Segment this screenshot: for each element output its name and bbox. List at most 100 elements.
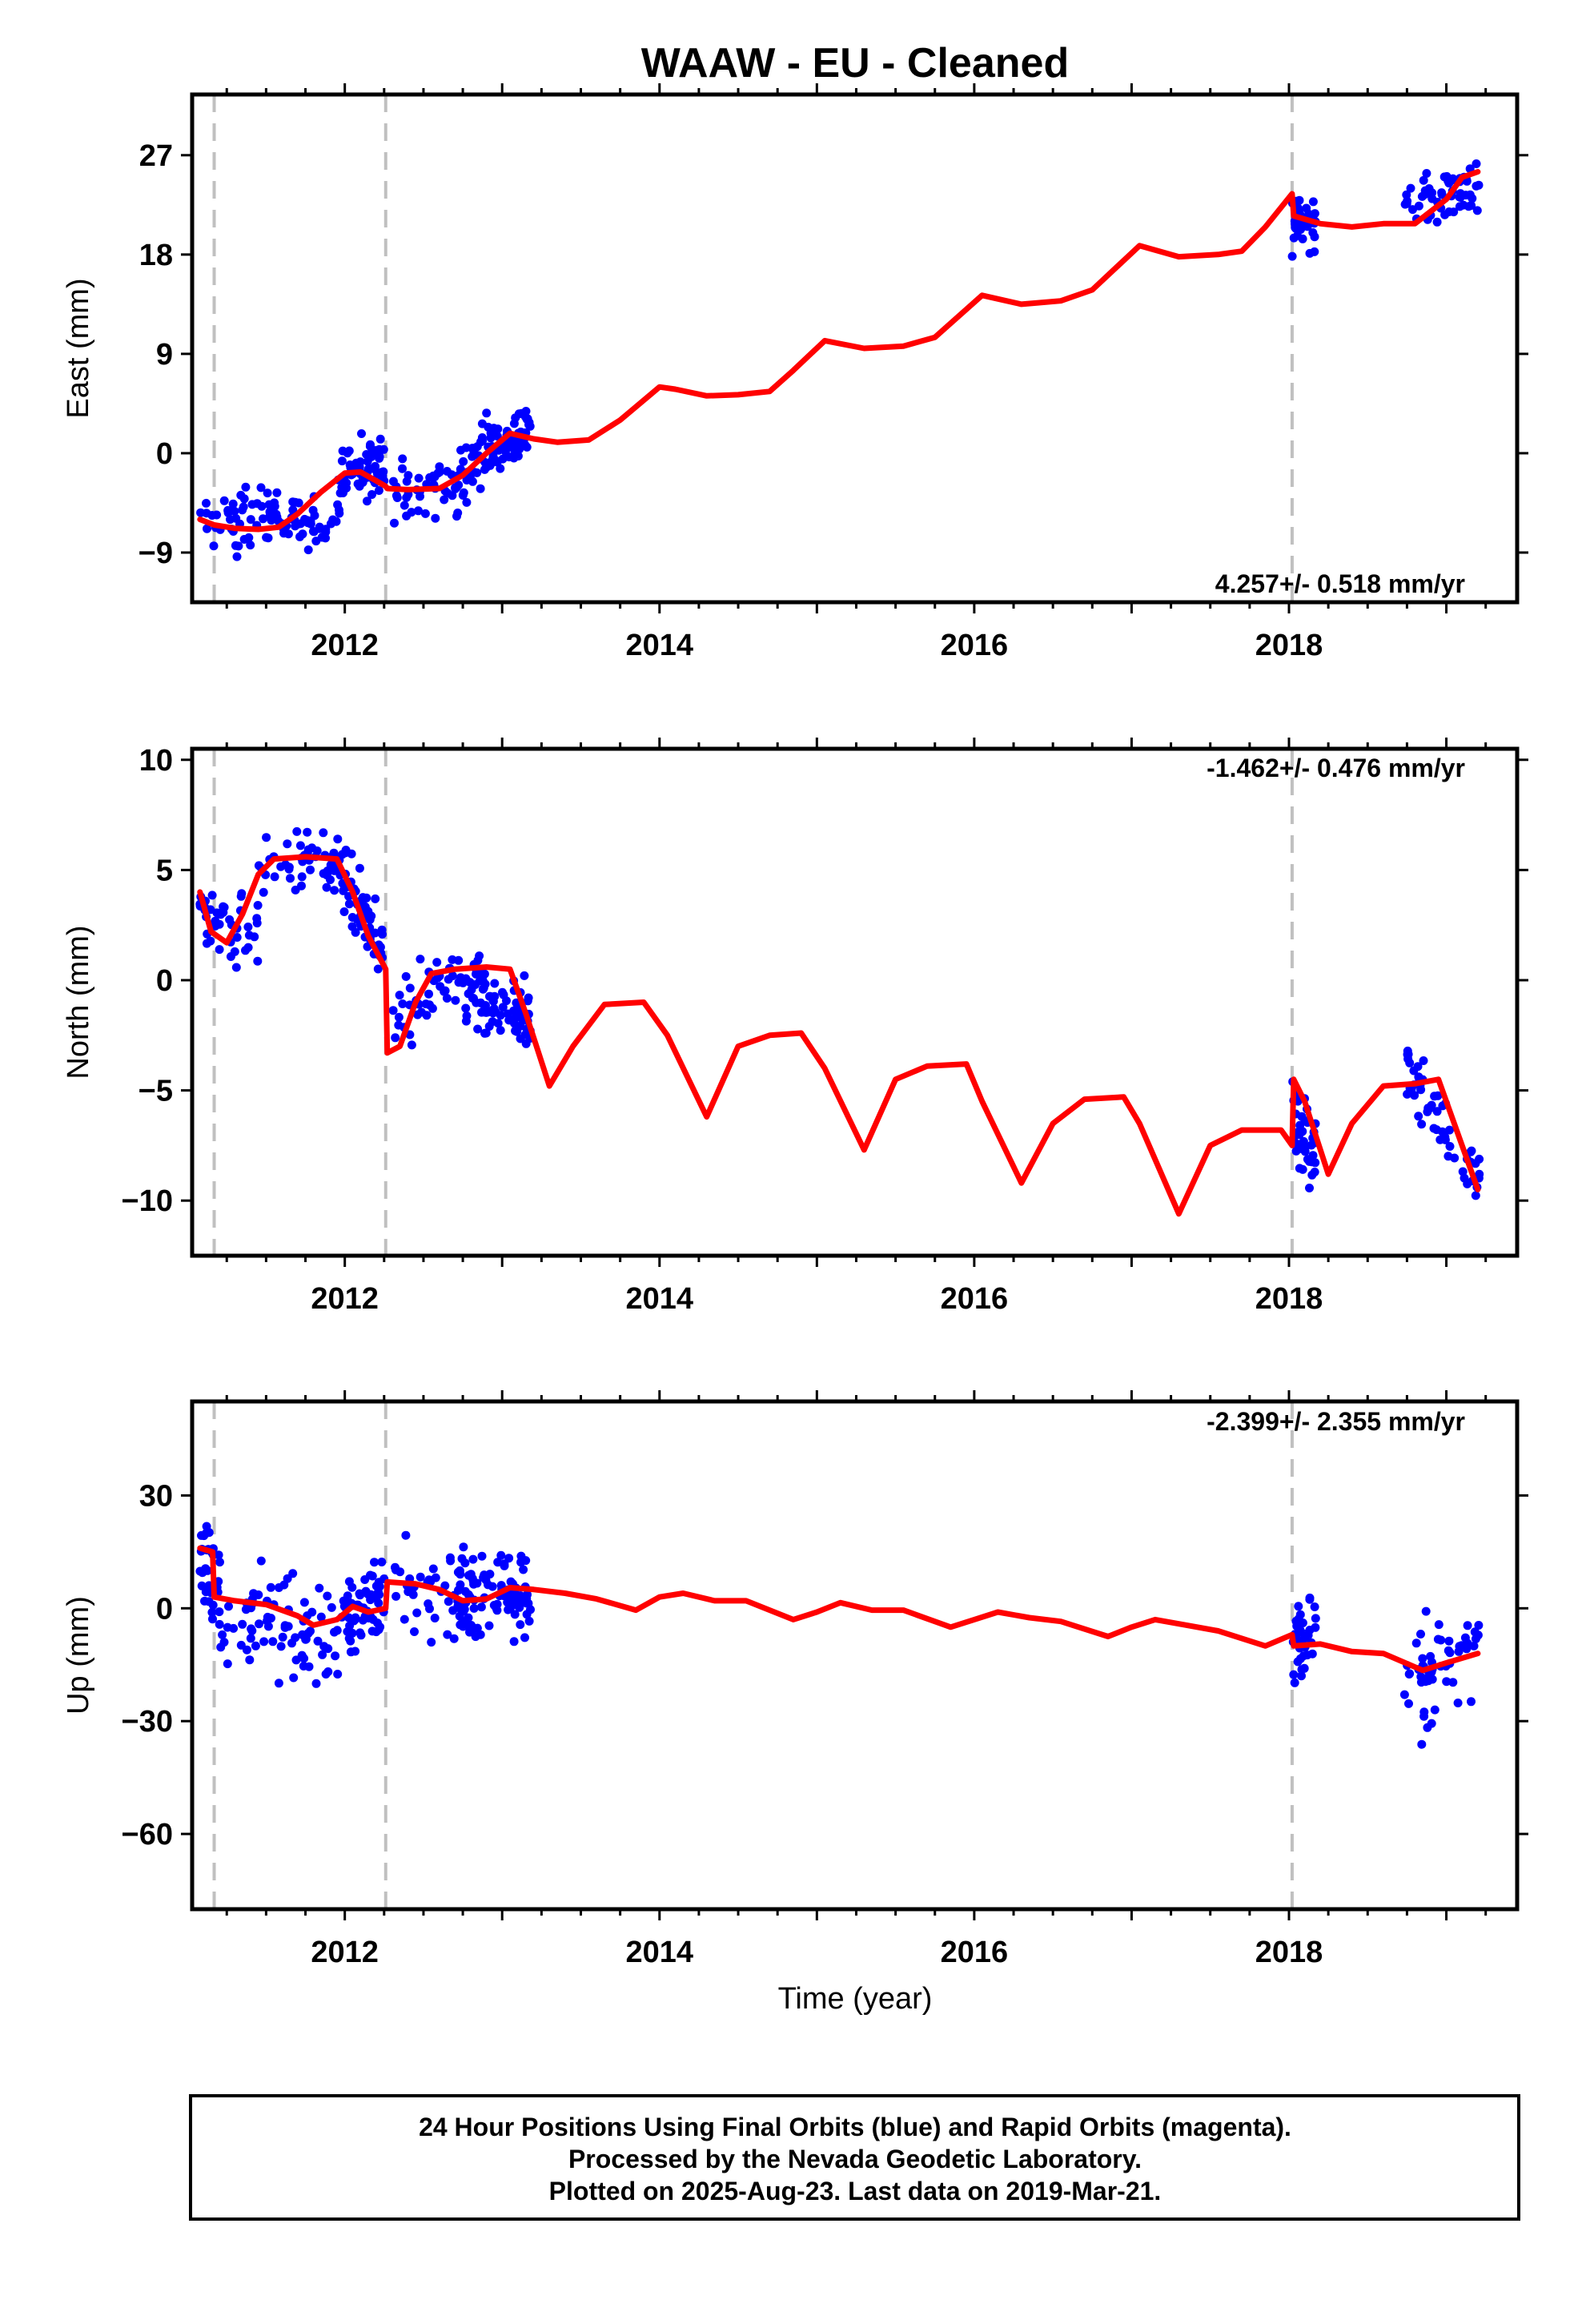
data-point [416, 1572, 425, 1582]
data-point [448, 1606, 458, 1615]
data-point [1440, 210, 1450, 219]
data-point [1444, 1636, 1454, 1646]
model-line [197, 854, 1481, 1217]
data-point [392, 493, 402, 502]
chart-title: WAAW - EU - Cleaned [641, 40, 1069, 86]
data-point [444, 1597, 453, 1606]
data-point [443, 1630, 452, 1639]
data-point [400, 1614, 409, 1624]
data-point [311, 1679, 321, 1688]
data-point [339, 489, 347, 497]
data-point [333, 1670, 343, 1679]
panel-frame [190, 1399, 1520, 1912]
y-tick-label: 30 [139, 1479, 173, 1513]
data-point [335, 505, 343, 515]
data-point [1311, 1622, 1320, 1632]
data-point [375, 444, 384, 454]
data-point [371, 894, 380, 903]
model-line [197, 169, 1481, 533]
data-point [1424, 184, 1434, 193]
data-point [1292, 1622, 1302, 1630]
data-point [360, 902, 370, 911]
data-point [1427, 1675, 1437, 1684]
data-point [1437, 188, 1447, 198]
data-point [262, 533, 271, 542]
x-tick-label: 2016 [941, 629, 1009, 662]
x-tick-label: 2014 [625, 629, 693, 662]
data-point [322, 870, 331, 880]
data-point [1445, 1142, 1455, 1151]
data-point [1443, 176, 1453, 186]
data-point [252, 499, 262, 509]
data-point [511, 413, 520, 423]
data-point [304, 1662, 314, 1671]
data-point [500, 1559, 509, 1569]
y-tick-label: 27 [139, 139, 173, 173]
data-point [338, 850, 347, 859]
data-point [268, 1637, 278, 1647]
data-point [1310, 232, 1319, 242]
data-point [1421, 1606, 1431, 1616]
data-point [398, 999, 408, 1008]
data-point [1289, 1670, 1299, 1679]
data-point [469, 1579, 479, 1589]
rate-label: -2.399+/- 2.355 mm/yr [1207, 1407, 1465, 1436]
data-point [509, 453, 519, 463]
data-point [504, 1015, 514, 1025]
data-point [443, 489, 452, 498]
data-point [421, 999, 431, 1009]
data-point [321, 1670, 331, 1679]
data-point [459, 456, 468, 466]
x-axis-label: Time (year) [778, 1982, 933, 2016]
data-point [310, 511, 319, 521]
data-point [256, 483, 266, 493]
rate-label: -1.462+/- 0.476 mm/yr [1207, 754, 1465, 782]
data-point [378, 930, 387, 939]
data-point [510, 1610, 520, 1619]
footer-line-3: Plotted on 2025-Aug-23. Last data on 201… [549, 2177, 1162, 2205]
data-point [346, 1636, 355, 1646]
data-point [1290, 1678, 1299, 1687]
data-point [366, 1570, 375, 1580]
data-point [520, 1633, 529, 1642]
data-point [276, 1642, 286, 1651]
data-point [272, 513, 282, 521]
y-tick-label: −10 [122, 1184, 173, 1218]
data-point [329, 848, 339, 858]
data-point [231, 963, 241, 972]
data-point [461, 443, 471, 452]
data-point [367, 490, 376, 499]
data-point [358, 893, 367, 903]
data-point [299, 1598, 309, 1607]
data-point [279, 1580, 289, 1590]
panel-frame [190, 92, 1520, 605]
data-point [521, 407, 531, 416]
data-point [503, 1591, 512, 1601]
data-point [303, 518, 313, 528]
data-point [319, 828, 328, 838]
data-point [1438, 1127, 1447, 1136]
data-point [1472, 206, 1482, 215]
data-point [295, 841, 305, 850]
data-point [1308, 197, 1318, 207]
y-tick-label: −5 [139, 1075, 173, 1108]
data-point [272, 488, 282, 497]
data-point [516, 1620, 525, 1630]
data-point [524, 1616, 534, 1626]
data-point [239, 535, 249, 544]
data-point [1460, 1633, 1470, 1642]
data-point [374, 486, 383, 495]
data-point [331, 517, 341, 526]
data-point [1472, 181, 1481, 191]
panel-frame [190, 746, 1520, 1258]
data-point [223, 508, 233, 517]
data-point [375, 434, 385, 444]
data-point [478, 984, 488, 994]
data-point [1472, 159, 1481, 168]
data-point [270, 872, 279, 882]
data-point [481, 1028, 491, 1038]
data-point [236, 490, 246, 500]
data-point [460, 1605, 469, 1614]
plot-area [192, 1401, 1517, 1909]
